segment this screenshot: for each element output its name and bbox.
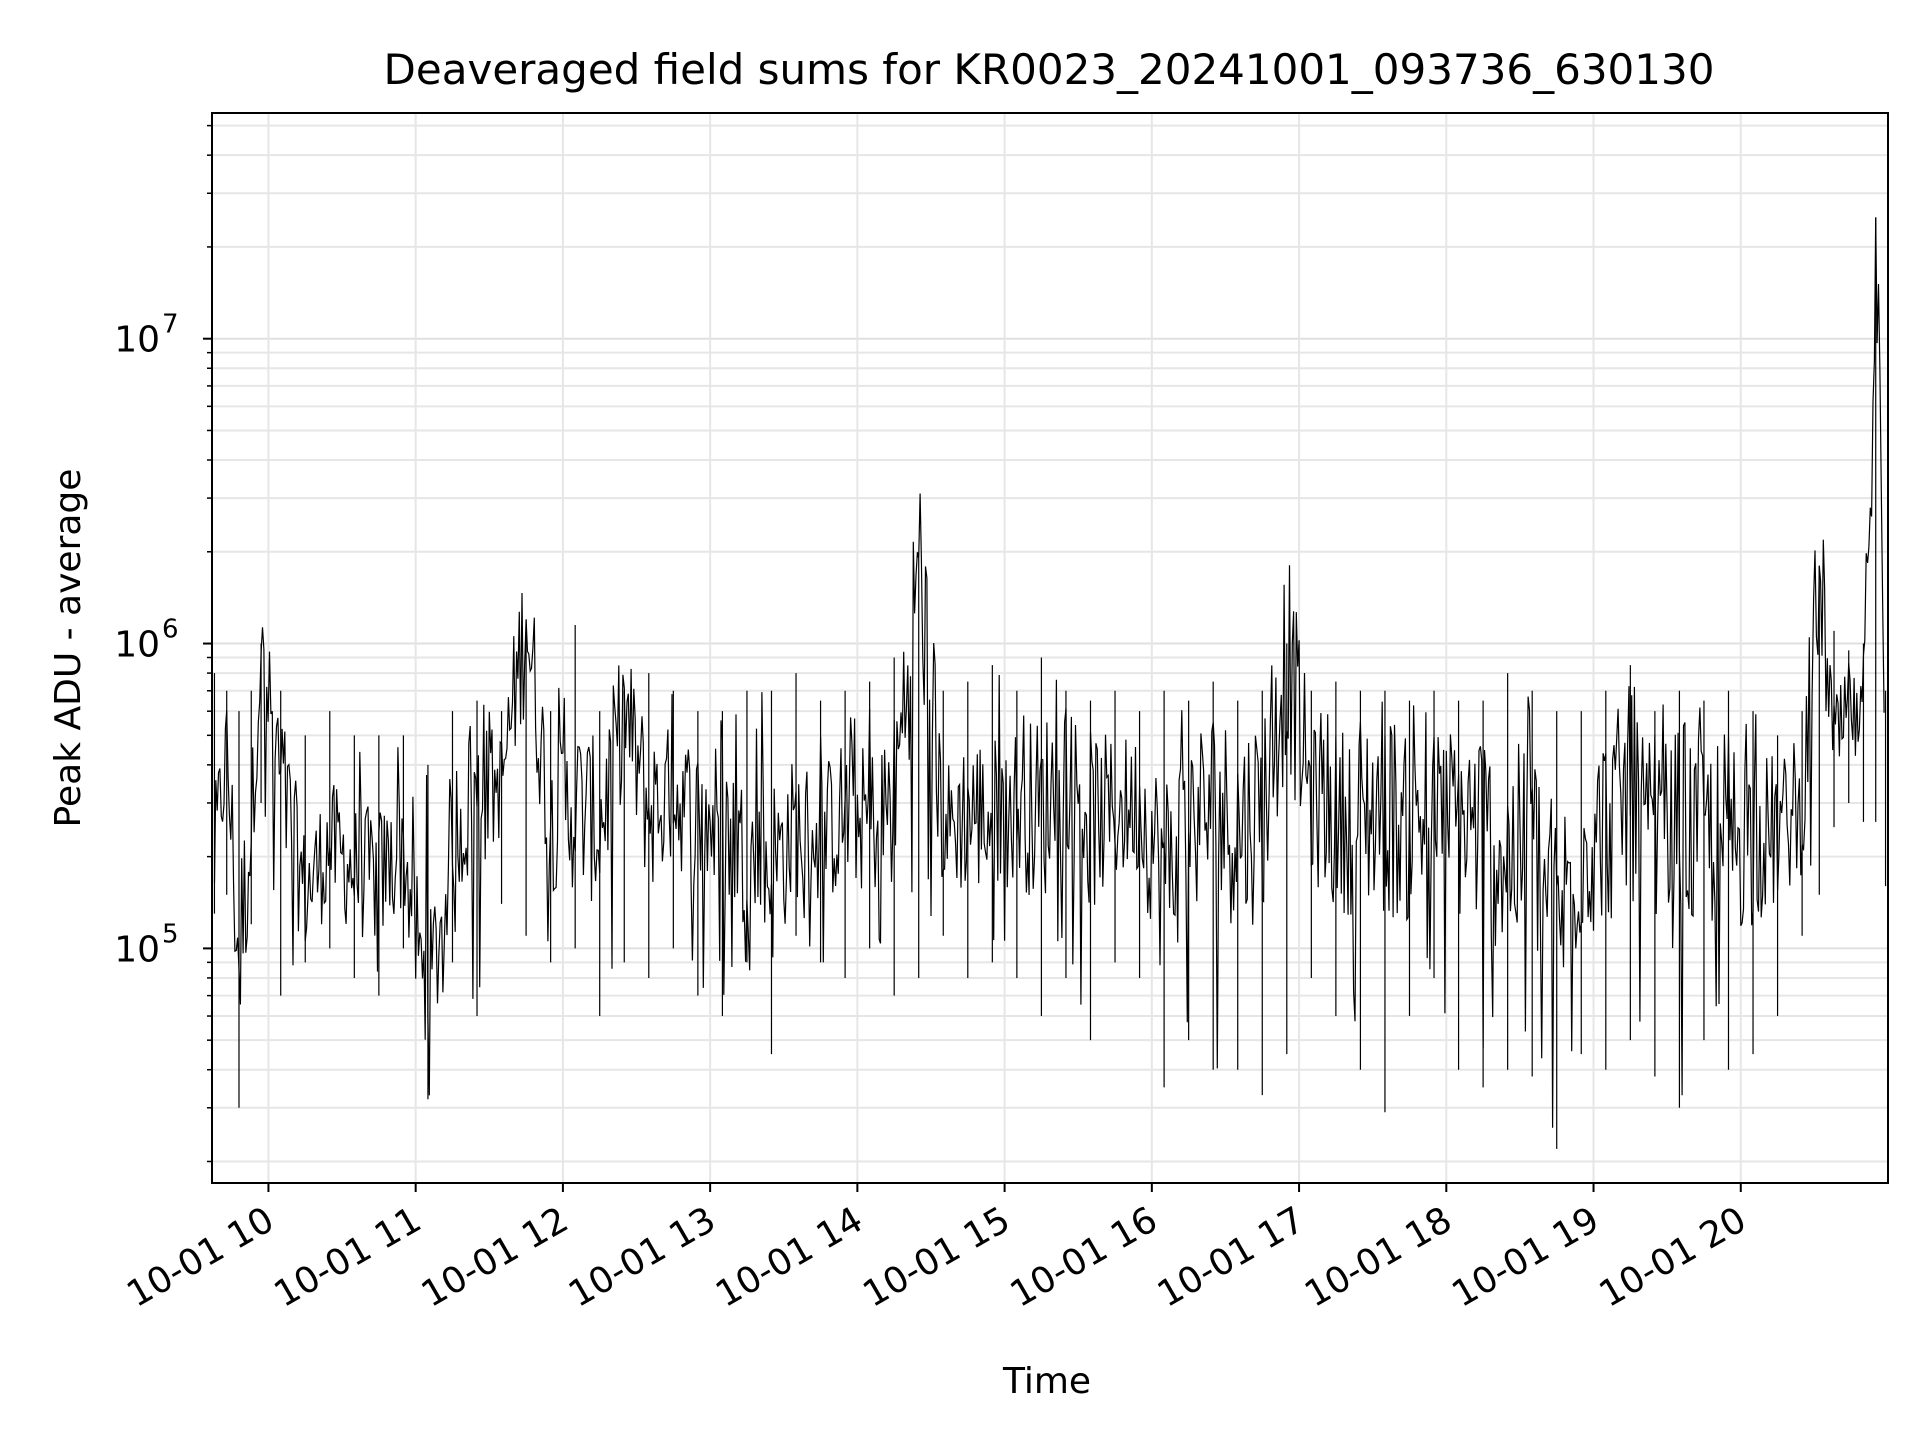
plot-frame: [211, 112, 1889, 1184]
grid: [212, 113, 1888, 1183]
series-layer: [213, 217, 1887, 1149]
y-tick-label: 10: [114, 929, 160, 970]
chart-title: Deaveraged field sums for KR0023_2024100…: [384, 45, 1715, 94]
y-tick-exponent: 5: [162, 919, 179, 949]
y-tick-label: 10: [114, 320, 160, 361]
y-tick-exponent: 6: [162, 615, 179, 645]
y-axis-label: Peak ADU - average: [48, 469, 89, 828]
y-tick-label: 10: [114, 625, 160, 666]
y-tick-exponent: 7: [162, 310, 179, 340]
x-axis-label: Time: [1002, 1361, 1091, 1402]
